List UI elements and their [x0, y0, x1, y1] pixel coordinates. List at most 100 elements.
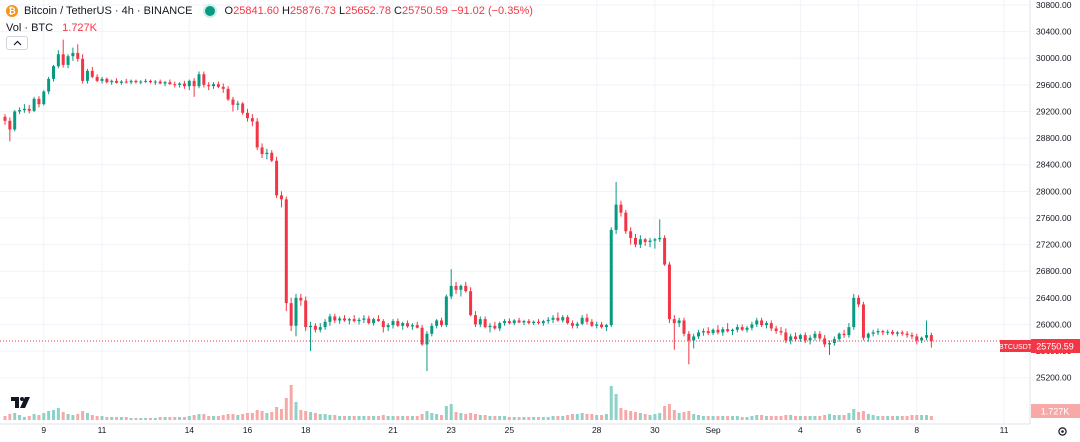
- volume-bar: [478, 415, 482, 420]
- volume-bar: [221, 415, 225, 420]
- volume-bar: [391, 416, 395, 420]
- price-tick-label: 30400.00: [1036, 27, 1072, 37]
- volume-bar: [182, 417, 186, 420]
- volume-bar: [570, 414, 574, 420]
- candle-body: [376, 319, 380, 322]
- candle-body: [415, 325, 419, 328]
- candle-body: [663, 237, 667, 265]
- volume-bar: [847, 413, 851, 420]
- volume-bar: [473, 414, 477, 420]
- symbol-title[interactable]: Bitcoin / TetherUS · 4h · BINANCE: [24, 5, 193, 17]
- candle-body: [207, 84, 211, 87]
- candle-body: [624, 212, 628, 232]
- volume-bar: [381, 415, 385, 420]
- volume-bar: [711, 416, 715, 420]
- symbol-legend[interactable]: ₿ Bitcoin / TetherUS · 4h · BINANCE O 258…: [6, 5, 533, 17]
- volume-bar: [410, 416, 414, 420]
- volume-bar: [275, 407, 279, 420]
- candle-body: [478, 319, 482, 325]
- candle-body: [100, 78, 104, 81]
- candle-body: [144, 80, 148, 82]
- volume-bar: [512, 417, 516, 420]
- price-candles: [3, 39, 933, 372]
- candle-body: [299, 297, 303, 301]
- candle-body: [270, 152, 274, 161]
- volume-bar: [735, 416, 739, 420]
- volume-bar: [192, 415, 196, 420]
- volume-bar: [352, 416, 356, 420]
- market-status-icon[interactable]: [204, 6, 215, 16]
- low-value: 25652.78: [345, 5, 391, 17]
- candle-body: [891, 331, 895, 334]
- volume-bar: [769, 416, 773, 420]
- volume-bar: [667, 404, 671, 420]
- candle-body: [134, 80, 138, 83]
- candle-body: [444, 296, 448, 326]
- candle-body: [313, 325, 317, 330]
- volume-bar: [420, 414, 424, 420]
- price-tag-box: [1031, 339, 1080, 353]
- volume-bar: [779, 416, 783, 420]
- candle-body: [454, 285, 458, 290]
- candle-body: [682, 320, 686, 334]
- open-label: O: [224, 5, 234, 17]
- volume-bar: [503, 416, 507, 420]
- candle-body: [221, 86, 225, 89]
- volume-bar: [469, 413, 473, 420]
- volume-bar: [590, 414, 594, 420]
- high-value: 25876.73: [290, 5, 336, 17]
- price-tick-label: 29200.00: [1036, 106, 1072, 116]
- volume-bar: [304, 411, 308, 420]
- candle-body: [37, 98, 41, 105]
- volume-bar: [52, 410, 55, 420]
- volume-bar: [216, 416, 220, 420]
- volume-bar: [66, 414, 70, 420]
- settings-gear-button[interactable]: [1057, 424, 1068, 436]
- candle-body: [309, 325, 313, 328]
- candle-body: [255, 121, 259, 148]
- volume-bar: [784, 415, 788, 420]
- volume-bar: [687, 411, 691, 420]
- candle-body: [32, 98, 36, 111]
- candle-body: [42, 91, 46, 105]
- price-tag-label: 25750.59: [1036, 342, 1074, 352]
- candle-body: [920, 337, 924, 341]
- candle-body: [905, 333, 909, 336]
- volume-bar: [197, 414, 201, 420]
- volume-bar: [163, 417, 167, 420]
- candle-body: [110, 80, 114, 83]
- volume-bar: [202, 414, 206, 420]
- candle-body: [600, 324, 604, 328]
- candle-body: [925, 335, 928, 338]
- candle-body: [105, 78, 109, 83]
- time-axis-background[interactable]: [0, 424, 1030, 437]
- volume-bar: [900, 416, 904, 420]
- time-tick-label: 16: [243, 425, 253, 435]
- volume-bar: [876, 416, 880, 420]
- candle-body: [498, 323, 502, 329]
- volume-bar: [153, 418, 157, 420]
- bitcoin-icon: ₿: [6, 5, 18, 17]
- volume-bar: [818, 416, 822, 420]
- candle-body: [658, 237, 662, 240]
- candle-body: [352, 319, 356, 322]
- volume-bar: [260, 411, 264, 420]
- candle-body: [570, 323, 574, 326]
- time-tick-label: 11: [98, 425, 107, 435]
- low-label: L: [338, 5, 346, 17]
- candle-body: [769, 323, 773, 329]
- price-axis-background[interactable]: [1030, 0, 1080, 424]
- candle-body: [614, 204, 618, 230]
- collapse-legend-button[interactable]: [6, 36, 28, 50]
- candle-body: [929, 335, 933, 342]
- volume-bar: [653, 414, 657, 420]
- volume-bar: [110, 417, 114, 420]
- volume-bar: [716, 416, 720, 420]
- tradingview-logo[interactable]: [8, 392, 34, 412]
- volume-legend[interactable]: Vol · BTC 1.727K: [6, 22, 97, 34]
- candle-body: [779, 331, 783, 333]
- volume-bar: [706, 416, 710, 420]
- candle-body: [634, 237, 637, 245]
